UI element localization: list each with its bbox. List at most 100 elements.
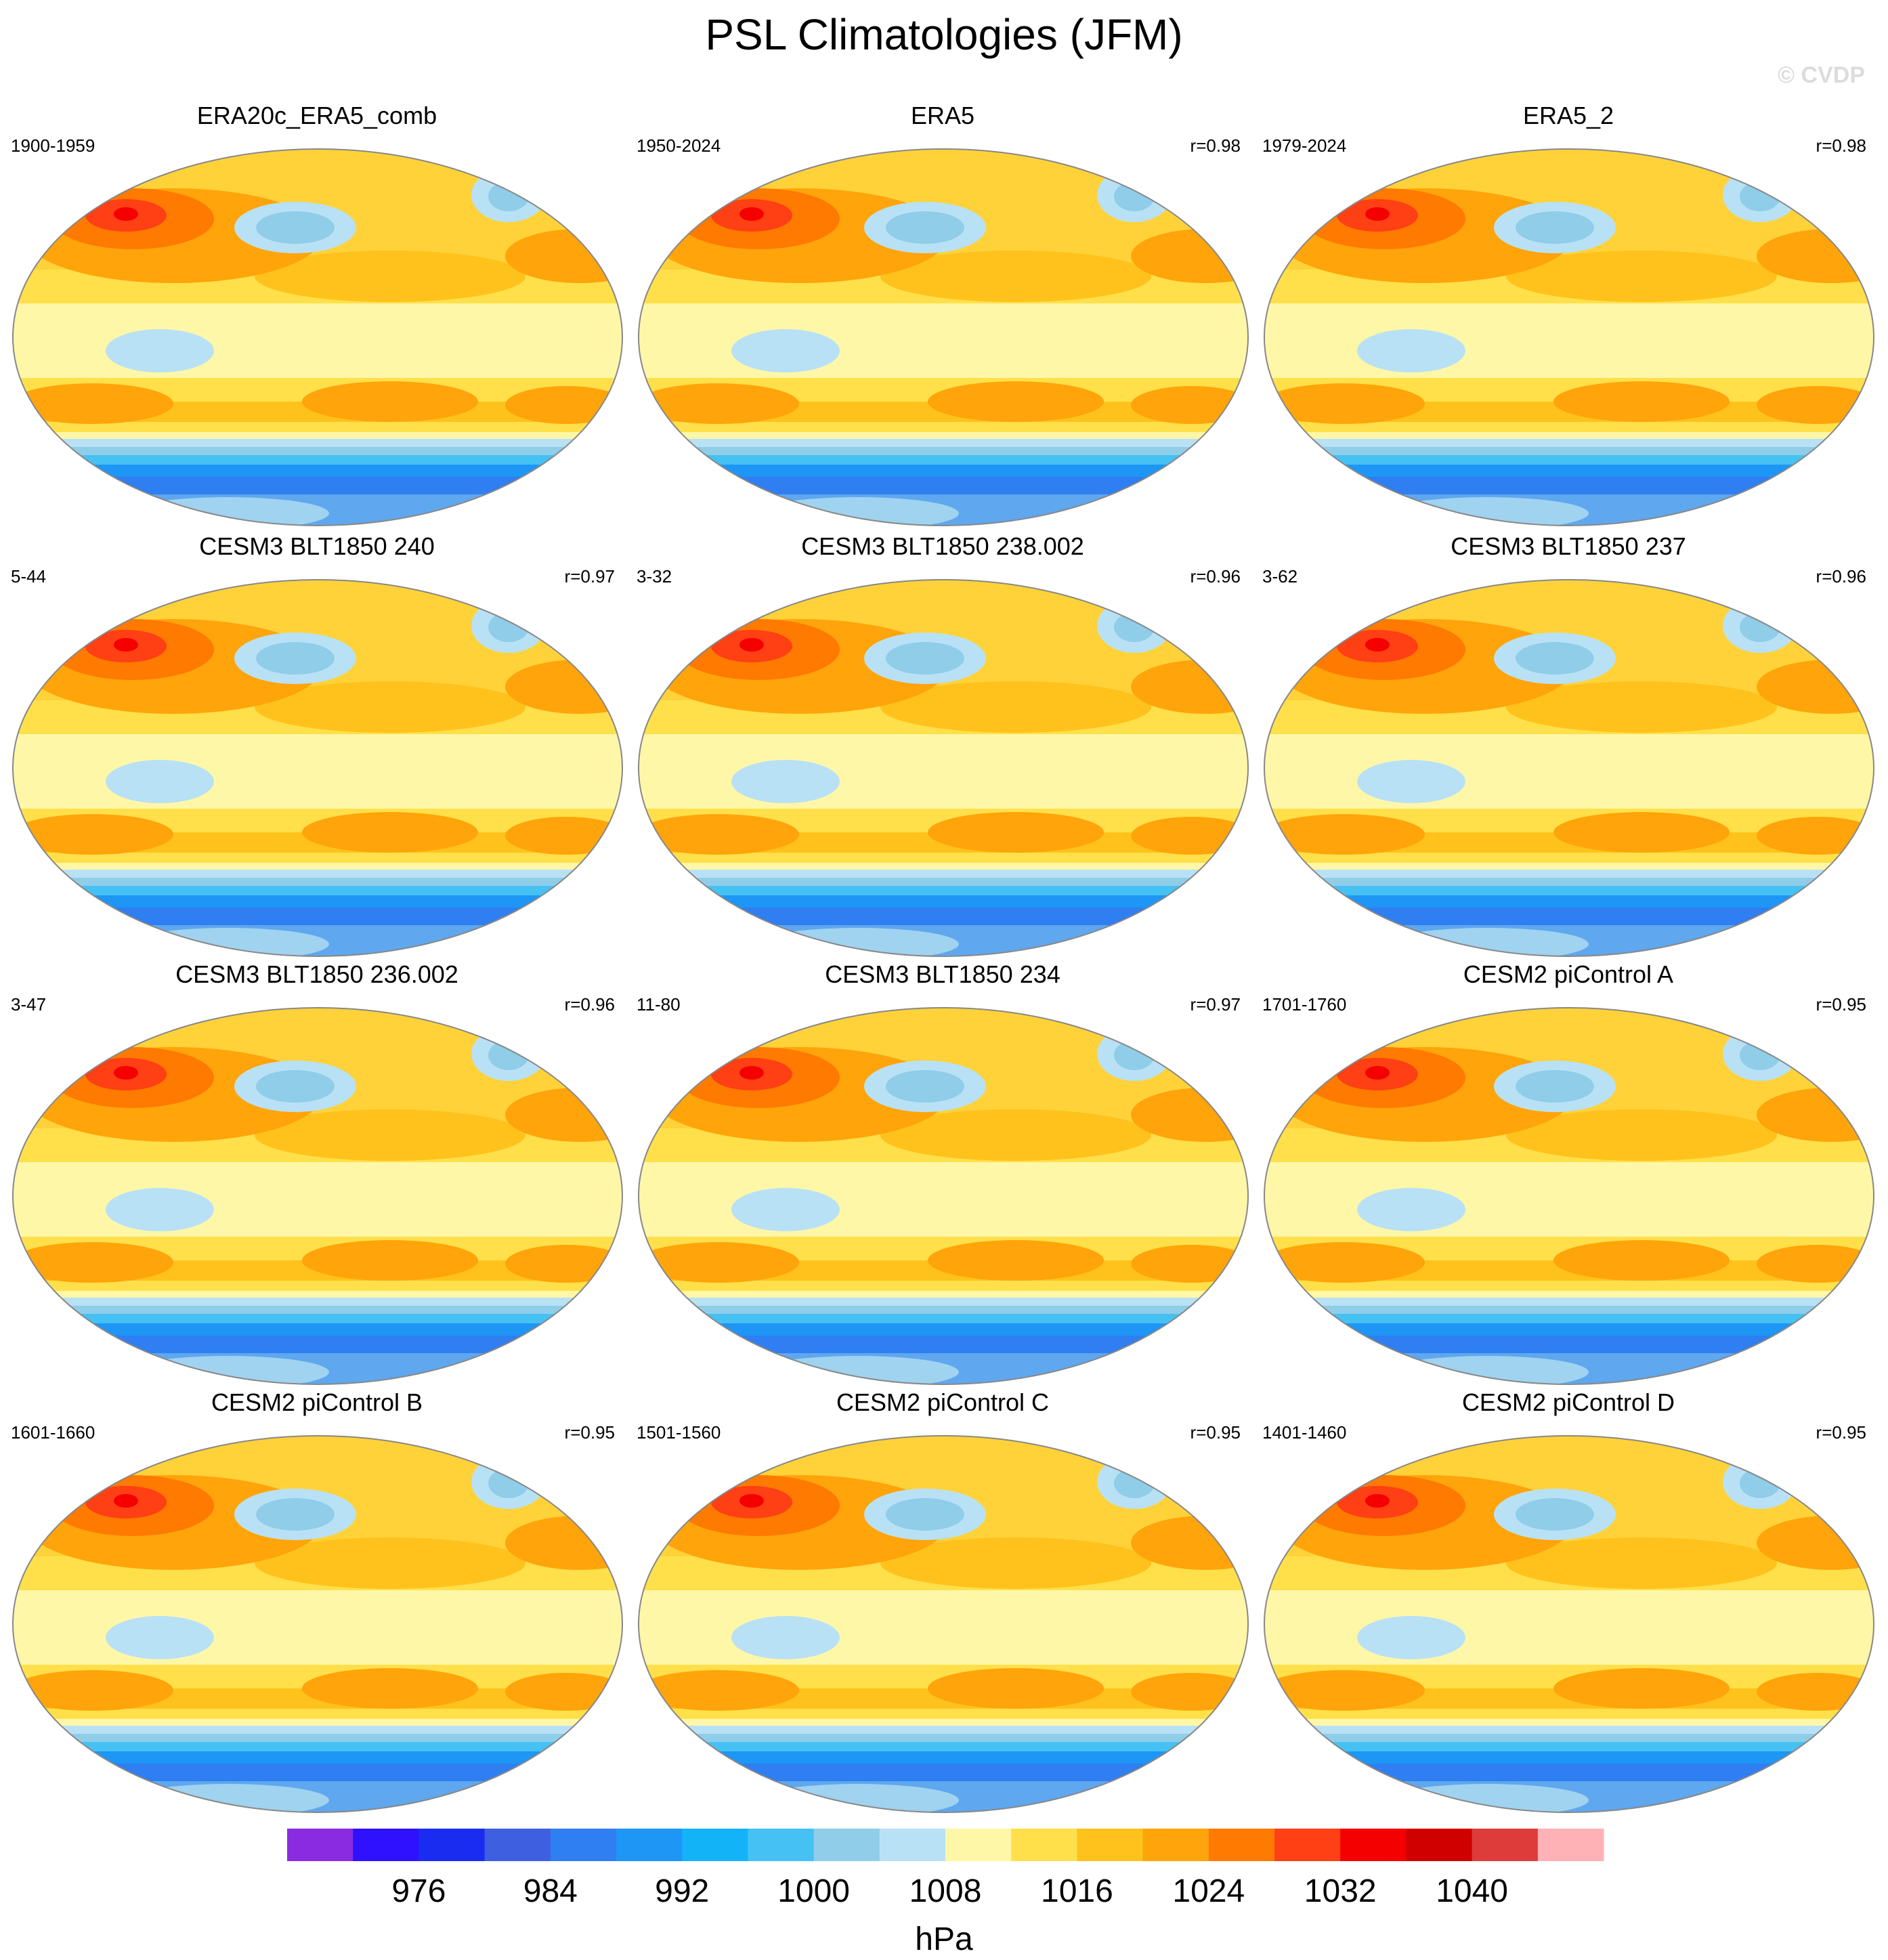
colorbar-swatch <box>748 1829 815 1861</box>
robinson-map <box>638 148 1249 526</box>
robinson-map <box>1264 1007 1874 1385</box>
map-panel: CESM2 piControl B 1601-1660 r=0.95 <box>5 1388 628 1815</box>
panel-title: ERA20c_ERA5_comb <box>196 102 437 129</box>
panel-correlation: r=0.96 <box>1816 566 1866 587</box>
map-outline <box>638 1435 1249 1813</box>
psl-field <box>1264 1008 1874 1384</box>
colorbar: 976 984 992 1000 1008 1016 1024 1032 1040 <box>287 1829 1604 1909</box>
colorbar-swatch <box>682 1829 748 1861</box>
panel-title: CESM2 piControl A <box>1463 960 1674 988</box>
colorbar-swatch <box>945 1829 1012 1861</box>
robinson-map <box>12 148 623 526</box>
map-outline <box>1264 1435 1874 1813</box>
robinson-map <box>1264 1435 1874 1813</box>
psl-field <box>639 149 1248 526</box>
colorbar-tick-label: 992 <box>655 1873 709 1909</box>
psl-field <box>13 1436 622 1812</box>
colorbar-swatch <box>419 1829 486 1861</box>
panel-years: 1950-2024 <box>637 135 721 156</box>
colorbar-swatch <box>813 1829 880 1861</box>
psl-field <box>13 1008 622 1384</box>
colorbar-swatch <box>550 1829 617 1861</box>
map-outline <box>12 148 623 526</box>
psl-field <box>639 1436 1248 1812</box>
panel-title: CESM3 BLT1850 236.002 <box>175 960 458 988</box>
map-panel: CESM3 BLT1850 238.002 3-32 r=0.96 <box>631 532 1254 959</box>
robinson-map <box>638 1007 1249 1385</box>
map-panel: ERA20c_ERA5_comb 1900-1959 <box>5 102 628 528</box>
map-panel: CESM3 BLT1850 237 3-62 r=0.96 <box>1257 532 1880 959</box>
map-outline <box>638 1007 1249 1385</box>
map-outline <box>12 1435 623 1813</box>
colorbar-swatch <box>879 1829 946 1861</box>
map-panel: CESM2 piControl A 1701-1760 r=0.95 <box>1257 960 1880 1387</box>
map-outline <box>638 579 1249 957</box>
map-outline <box>1264 148 1874 526</box>
panel-title: CESM3 BLT1850 234 <box>825 960 1060 988</box>
psl-field <box>1264 149 1874 526</box>
map-outline <box>1264 579 1874 957</box>
colorbar-swatch <box>287 1829 353 1861</box>
colorbar-tick-label: 1016 <box>1041 1873 1113 1909</box>
panel-years: 1701-1760 <box>1262 994 1347 1015</box>
colorbar-swatch <box>1472 1829 1539 1861</box>
map-panel: CESM3 BLT1850 240 5-44 r=0.97 <box>5 532 628 959</box>
panel-correlation: r=0.97 <box>564 566 615 587</box>
robinson-map <box>1264 148 1874 526</box>
colorbar-swatch <box>353 1829 419 1861</box>
panel-correlation: r=0.98 <box>1190 135 1241 156</box>
robinson-map <box>12 1007 623 1385</box>
panel-years: 3-62 <box>1262 566 1298 587</box>
panel-years: 3-32 <box>637 566 672 587</box>
robinson-map <box>12 579 623 957</box>
panel-correlation: r=0.95 <box>1190 1422 1241 1443</box>
colorbar-tick-label: 984 <box>523 1873 578 1909</box>
colorbar-swatch <box>1340 1829 1407 1861</box>
panel-years: 1900-1959 <box>11 135 95 156</box>
colorbar-swatch <box>1142 1829 1209 1861</box>
panel-title: CESM3 BLT1850 238.002 <box>801 532 1084 560</box>
panel-correlation: r=0.96 <box>564 994 615 1015</box>
map-outline <box>638 148 1249 526</box>
colorbar-swatch <box>1077 1829 1144 1861</box>
psl-field <box>1264 1436 1874 1812</box>
map-panel: CESM3 BLT1850 236.002 3-47 r=0.96 <box>5 960 628 1387</box>
colorbar-tick-label: 1008 <box>909 1873 982 1909</box>
panel-correlation: r=0.95 <box>1816 994 1866 1015</box>
panel-years: 1401-1460 <box>1262 1422 1347 1443</box>
colorbar-swatch <box>1208 1829 1275 1861</box>
panel-years: 5-44 <box>11 566 47 587</box>
panel-years: 3-47 <box>11 994 47 1015</box>
map-outline <box>12 579 623 957</box>
colorbar-swatch <box>616 1829 683 1861</box>
psl-field <box>13 580 622 956</box>
psl-field <box>13 149 622 526</box>
robinson-map <box>1264 579 1874 957</box>
robinson-map <box>638 1435 1249 1813</box>
map-outline <box>1264 1007 1874 1385</box>
panel-correlation: r=0.97 <box>1190 994 1241 1015</box>
panel-correlation: r=0.96 <box>1190 566 1241 587</box>
panel-title: CESM3 BLT1850 237 <box>1451 532 1686 560</box>
colorbar-unit: hPa <box>915 1921 973 1957</box>
colorbar-swatch <box>1274 1829 1341 1861</box>
panel-years: 1601-1660 <box>11 1422 95 1443</box>
colorbar-tick-label: 976 <box>391 1873 446 1909</box>
colorbar-tick-label: 1040 <box>1436 1873 1508 1909</box>
panel-years: 1501-1560 <box>637 1422 721 1443</box>
map-outline <box>12 1007 623 1385</box>
colorbar-swatch <box>1406 1829 1473 1861</box>
map-panel: CESM2 piControl C 1501-1560 r=0.95 <box>631 1388 1254 1815</box>
robinson-map <box>638 579 1249 957</box>
panel-correlation: r=0.95 <box>1816 1422 1866 1443</box>
panel-title: ERA5 <box>910 102 975 129</box>
map-panel: ERA5_2 1979-2024 r=0.98 <box>1257 102 1880 528</box>
map-panel: ERA5 1950-2024 r=0.98 <box>631 102 1254 528</box>
panel-title: CESM3 BLT1850 240 <box>199 532 435 560</box>
panel-title: CESM2 piControl D <box>1461 1388 1675 1416</box>
colorbar-tick-label: 1000 <box>777 1873 850 1909</box>
panel-correlation: r=0.98 <box>1816 135 1866 156</box>
colorbar-tick-label: 1024 <box>1172 1873 1245 1909</box>
panel-title: ERA5_2 <box>1522 102 1614 129</box>
map-panel: CESM3 BLT1850 234 11-80 r=0.97 <box>631 960 1254 1387</box>
